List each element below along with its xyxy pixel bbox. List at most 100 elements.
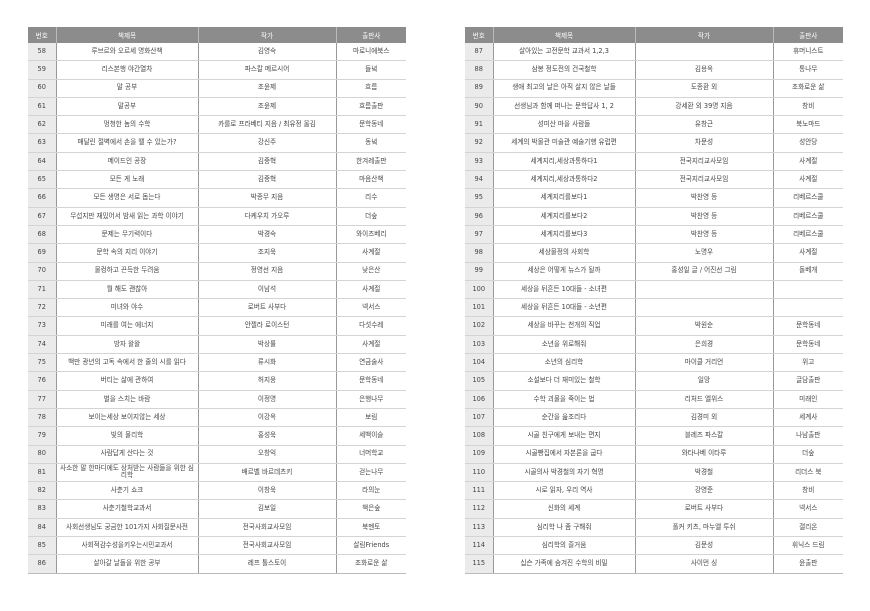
cell-publisher: 통나무 xyxy=(773,60,843,80)
table-row: 85 사회적감수성을키우는시민교과서 전국사회교사모임 살림Friends xyxy=(28,536,406,556)
table-row: 88 삼봉 정도전의 건국철학 김용옥 통나무 xyxy=(465,60,843,80)
cell-publisher: 문학동네 xyxy=(773,335,843,355)
cell-number: 88 xyxy=(465,60,494,80)
header-author: 작가 xyxy=(198,27,337,43)
cell-number: 110 xyxy=(465,463,494,483)
cell-number: 106 xyxy=(465,390,494,409)
cell-title: 순간을 읊조리다 xyxy=(493,408,636,428)
cell-title: 미래를 여는 에너지 xyxy=(56,316,199,336)
table-row: 72 미녀와 야수 로버트 사부다 넥서스 xyxy=(28,298,406,318)
cell-number: 58 xyxy=(28,43,57,62)
cell-number: 94 xyxy=(465,170,494,190)
cell-author: 로버트 사부다 xyxy=(635,499,774,519)
table-row: 96 세계지리를보다2 박찬영 등 리베르스쿨 xyxy=(465,207,843,226)
cell-publisher: 사계절 xyxy=(773,152,843,172)
table-row: 60 말 공부 조윤제 흐름 xyxy=(28,79,406,98)
cell-number: 63 xyxy=(28,133,57,153)
table-row: 84 사회선생님도 궁금한 101가지 사회질문사전 전국사회교사모임 북멘토 xyxy=(28,518,406,538)
cell-author: 전국사회교사모임 xyxy=(198,536,337,556)
table-row: 69 문학 속의 지리 이야기 조지욱 사계절 xyxy=(28,243,406,263)
table-row: 106 수학 괴물을 죽이는 법 리처드 엘위스 미래인 xyxy=(465,390,843,409)
table-row: 113 심리학 나 좀 구해줘 폴커 키츠, 마누엘 투쉬 갤리온 xyxy=(465,518,843,538)
cell-number: 103 xyxy=(465,335,494,355)
cell-author: 박찬영 등 xyxy=(635,225,774,245)
cell-number: 104 xyxy=(465,353,494,373)
cell-author: 와타나베 이타루 xyxy=(635,445,774,464)
table-row: 71 뭘 해도 괜찮아 이남석 사계절 xyxy=(28,280,406,300)
table-header: 번호 책제목 작가 출판사 xyxy=(465,27,843,43)
table-row: 102 세상을 바꾸는 천개의 직업 박원순 문학동네 xyxy=(465,316,843,336)
cell-title: 세계지리를보다2 xyxy=(493,207,636,226)
cell-number: 85 xyxy=(28,536,57,556)
cell-publisher: 리더스 북 xyxy=(773,463,843,483)
cell-title: 물컹하고 끈득한 두려움 xyxy=(56,262,199,281)
cell-author: 박종무 지음 xyxy=(198,188,337,208)
cell-number: 90 xyxy=(465,97,494,117)
cell-number: 67 xyxy=(28,207,57,226)
cell-title: 삼봉 정도전의 건국철학 xyxy=(493,60,636,80)
table-row: 99 세상은 어떻게 뉴스가 될까 홍성일 글 / 어진선 그림 돌베개 xyxy=(465,262,843,281)
cell-title: 시골 친구에게 보내는 편지 xyxy=(493,426,636,446)
table-row: 58 루브르와 오르세 명화산책 김영숙 마로니에북스 xyxy=(28,43,406,62)
cell-author: 정영선 지음 xyxy=(198,262,337,281)
table-row: 68 문제는 무기력이다 박경숙 와이즈베리 xyxy=(28,225,406,245)
cell-number: 68 xyxy=(28,225,57,245)
cell-publisher: 리베르스쿨 xyxy=(773,207,843,226)
cell-number: 93 xyxy=(465,152,494,172)
cell-title: 문학 속의 지리 이야기 xyxy=(56,243,199,263)
cell-author: 로버트 사부다 xyxy=(198,298,337,318)
cell-author: 전국지리교사모임 xyxy=(635,152,774,172)
cell-publisher: 마음산책 xyxy=(336,170,406,190)
table-row: 59 리스본행 야간열차 파스칼 메르시어 들녘 xyxy=(28,60,406,80)
cell-title: 말공부 xyxy=(56,97,199,117)
cell-title: 별을 스치는 바람 xyxy=(56,390,199,409)
cell-title: 성미산 마을 사람들 xyxy=(493,115,636,135)
table-row: 65 모든 게 노래 김중혁 마음산책 xyxy=(28,170,406,190)
cell-publisher: 사계절 xyxy=(336,335,406,355)
cell-author: 강영준 xyxy=(635,481,774,501)
cell-author: 폴커 키츠, 마누엘 투쉬 xyxy=(635,518,774,538)
cell-number: 69 xyxy=(28,243,57,263)
cell-title: 멍청한 놈의 수학 xyxy=(56,115,199,135)
cell-number: 114 xyxy=(465,536,494,556)
cell-publisher: 너머학교 xyxy=(336,445,406,464)
table-row: 115 십슨 가족에 숨겨진 수학의 비밀 사이먼 싱 윤출판 xyxy=(465,554,843,574)
cell-number: 99 xyxy=(465,262,494,281)
cell-title: 루브르와 오르세 명화산책 xyxy=(56,43,199,62)
cell-author: 이정명 xyxy=(198,390,337,409)
cell-author: 이남석 xyxy=(198,280,337,300)
cell-number: 83 xyxy=(28,499,57,519)
cell-publisher: 은행나무 xyxy=(336,390,406,409)
table-row: 89 생애 최고의 날은 아직 살지 않은 날들 도종환 외 조화로운 삶 xyxy=(465,79,843,98)
cell-publisher: 사계절 xyxy=(773,243,843,263)
table-row: 103 소년을 위로해줘 은희경 문학동네 xyxy=(465,335,843,355)
cell-title: 선생님과 함께 떠나는 문학답사 1, 2 xyxy=(493,97,636,117)
cell-author: 안젤라 로이스턴 xyxy=(198,316,337,336)
cell-number: 97 xyxy=(465,225,494,245)
cell-title: 사소한 말 한마디에도 상처받는 사람들을 위한 심리학 xyxy=(56,463,199,483)
table-row: 97 세계지리를보다3 박찬영 등 리베르스쿨 xyxy=(465,225,843,245)
cell-title: 세상을 바꾸는 천개의 직업 xyxy=(493,316,636,336)
table-row: 105 소설보다 더 재미있는 철학 일망 글담출판 xyxy=(465,371,843,391)
cell-title: 사람답게 산다는 것 xyxy=(56,445,199,464)
cell-author: 강신주 xyxy=(198,133,337,153)
table-row: 77 별을 스치는 바람 이정명 은행나무 xyxy=(28,390,406,409)
cell-author: 김중혁 xyxy=(198,152,337,172)
cell-title: 시골의사 박경철의 자기 혁명 xyxy=(493,463,636,483)
cell-number: 72 xyxy=(28,298,57,318)
cell-number: 92 xyxy=(465,133,494,153)
cell-number: 95 xyxy=(465,188,494,208)
cell-author: 오창익 xyxy=(198,445,337,464)
cell-author: 박찬영 등 xyxy=(635,188,774,208)
table-row: 109 시골빵집에서 자본론을 굽다 와타나베 이타루 더숲 xyxy=(465,445,843,464)
cell-title: 보이는세상 보이지않는 세상 xyxy=(56,408,199,428)
cell-title: 소년을 위로해줘 xyxy=(493,335,636,355)
cell-number: 61 xyxy=(28,97,57,117)
cell-publisher: 걷는나무 xyxy=(336,463,406,483)
cell-publisher: 리베르스쿨 xyxy=(773,225,843,245)
table-row: 64 메이드인 공장 김중혁 한겨레출판 xyxy=(28,152,406,172)
cell-author xyxy=(635,298,774,318)
cell-number: 82 xyxy=(28,481,57,501)
table-row: 104 소년의 심리학 마이클 거리언 위고 xyxy=(465,353,843,373)
cell-publisher: 흐름출판 xyxy=(336,97,406,117)
